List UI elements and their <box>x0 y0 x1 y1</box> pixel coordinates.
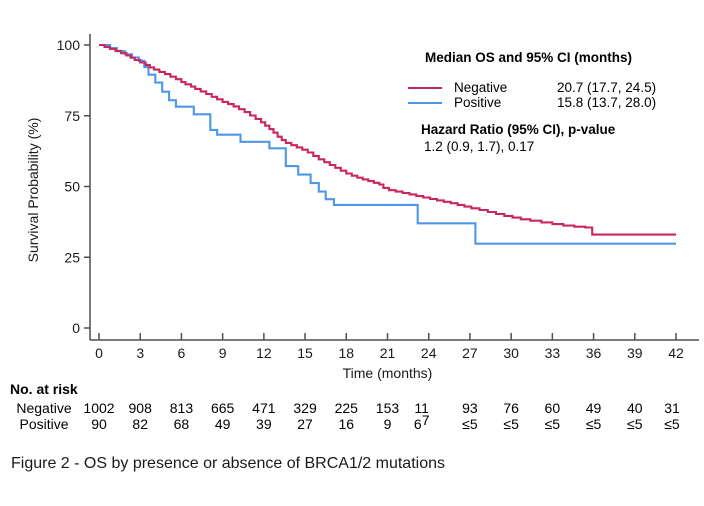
y-tick-label: 100 <box>57 37 81 53</box>
figure-caption: Figure 2 - OS by presence or absence of … <box>11 455 445 472</box>
risk-value: 93 <box>462 400 478 416</box>
x-tick-label: 15 <box>297 345 313 361</box>
legend-row-negative: Negative 20.7 (17.7, 24.5) <box>408 80 680 95</box>
risk-value: 76 <box>503 400 519 416</box>
risk-row-label-positive: Positive <box>19 416 69 432</box>
y-tick-label: 75 <box>64 108 80 124</box>
y-tick-label: 50 <box>64 179 80 195</box>
risk-value: 68 <box>173 416 190 432</box>
hazard-ratio-value: 1.2 (0.9, 1.7), 0.17 <box>424 139 535 154</box>
risk-value: 82 <box>132 416 148 432</box>
risk-value-raised-digit: 7 <box>421 412 430 428</box>
risk-value: 813 <box>169 400 194 416</box>
legend-row-positive: Positive 15.8 (13.7, 28.0) <box>408 95 680 110</box>
x-axis-title: Time (months) <box>343 365 433 381</box>
risk-value: 67 <box>413 412 430 432</box>
risk-value: 49 <box>585 400 602 416</box>
legend-label-negative: Negative <box>454 80 508 95</box>
risk-value: 31 <box>664 400 680 416</box>
risk-value: 471 <box>252 400 276 416</box>
risk-value: ≤5 <box>462 416 478 432</box>
hazard-ratio-title: Hazard Ratio (95% CI), p-value <box>421 122 616 137</box>
x-tick-label: 0 <box>95 345 103 361</box>
risk-value: 1002 <box>83 400 115 416</box>
risk-value: 60 <box>544 400 561 416</box>
risk-value: 16 <box>338 416 355 432</box>
x-tick-label: 36 <box>586 345 602 361</box>
x-tick-label: 24 <box>421 345 437 361</box>
km-curve-negative <box>99 43 676 236</box>
risk-value: 9 <box>383 416 392 432</box>
risk-value: 908 <box>128 400 152 416</box>
y-tick-label: 25 <box>64 249 80 265</box>
positive-line-swatch <box>408 101 442 104</box>
risk-value: 27 <box>297 416 313 432</box>
y-axis-title: Survival Probability (%) <box>25 118 41 263</box>
x-tick-label: 6 <box>178 345 186 361</box>
risk-value: ≤5 <box>544 416 561 432</box>
risk-value: 39 <box>256 416 272 432</box>
risk-value: 665 <box>210 400 235 416</box>
risk-row-label-negative: Negative <box>16 400 72 416</box>
x-tick-label: 12 <box>256 345 272 361</box>
y-tick-label: 0 <box>72 320 80 336</box>
risk-table-title: No. at risk <box>10 381 78 397</box>
x-tick-label: 30 <box>503 345 519 361</box>
legend-value-positive: 15.8 (13.7, 28.0) <box>557 95 657 110</box>
x-tick-label: 33 <box>545 345 561 361</box>
risk-value: 11 <box>414 400 429 416</box>
legend-title: Median OS and 95% CI (months) <box>425 50 633 65</box>
risk-value: 49 <box>214 416 231 432</box>
legend-value-negative: 20.7 (17.7, 24.5) <box>557 80 657 95</box>
x-tick-label: 21 <box>380 345 396 361</box>
risk-value: 90 <box>91 416 107 432</box>
x-tick-label: 3 <box>136 345 144 361</box>
risk-value: ≤5 <box>627 416 643 432</box>
risk-value: 225 <box>334 400 358 416</box>
x-tick-label: 42 <box>668 345 684 361</box>
x-tick-label: 39 <box>627 345 643 361</box>
risk-value: 329 <box>293 400 317 416</box>
risk-value: ≤5 <box>503 416 519 432</box>
risk-value: 40 <box>626 400 643 416</box>
legend-label-positive: Positive <box>454 95 502 110</box>
x-tick-label: 18 <box>338 345 354 361</box>
chart-legend: Median OS and 95% CI (months) Negative 2… <box>408 50 680 154</box>
x-tick-label: 27 <box>462 345 478 361</box>
x-tick-label: 9 <box>219 345 227 361</box>
risk-value: 153 <box>375 400 400 416</box>
risk-value: ≤5 <box>585 416 602 432</box>
risk-value: ≤5 <box>664 416 680 432</box>
negative-line-swatch <box>408 86 442 89</box>
